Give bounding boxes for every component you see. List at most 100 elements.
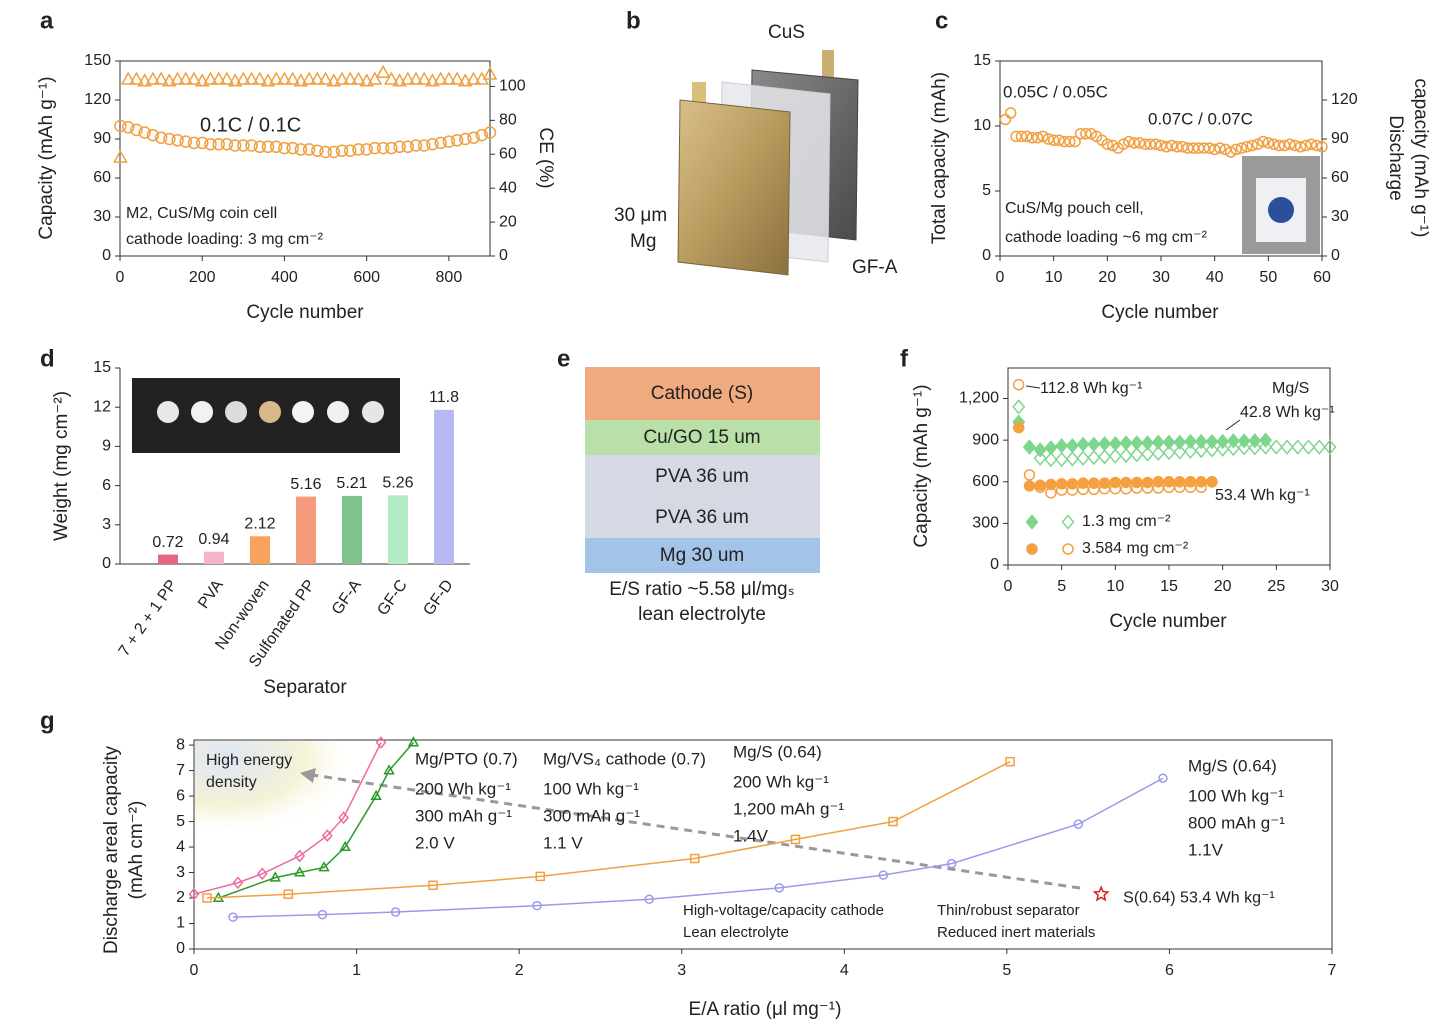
marker: [888, 816, 898, 827]
diagram-label: CuS: [768, 22, 805, 43]
arrow: [1025, 385, 1041, 389]
marker: [450, 134, 464, 147]
marker: [1065, 451, 1079, 467]
marker: [1031, 131, 1044, 144]
caption: E/S ratio ~5.58 μl/mgₛ: [609, 579, 794, 600]
marker: [1305, 138, 1318, 150]
marker: [195, 136, 209, 150]
y-tick-label: 60: [93, 169, 111, 186]
annotation: 0.1C / 0.1C: [200, 114, 301, 136]
marker: [1144, 138, 1157, 150]
annotation: cathode loading: 3 mg cm⁻²: [126, 231, 324, 248]
marker: [163, 132, 176, 146]
value-label: 0.72: [152, 534, 183, 551]
marker: [689, 853, 700, 864]
marker: [1044, 451, 1058, 468]
y-tick-label: 150: [84, 52, 111, 69]
marker: [268, 71, 284, 85]
marker: [1080, 128, 1092, 140]
marker: [302, 143, 316, 156]
series-line: [232, 777, 1164, 918]
marker: [232, 876, 244, 890]
plot-frame: [193, 739, 1333, 950]
y-axis-label: Capacity (mAh g⁻¹): [911, 384, 932, 547]
marker: [311, 144, 324, 157]
marker: [1235, 142, 1248, 154]
diagram-label: GF-A: [852, 257, 898, 278]
series-note: 100 Wh kg⁻¹: [1188, 786, 1284, 805]
y-tick-label: 2: [176, 889, 185, 906]
pouch-cell-drawing: [677, 50, 859, 276]
series-note: 200 Wh kg⁻¹: [415, 779, 511, 798]
marker: [321, 829, 333, 842]
x-tick-label: 10: [1045, 269, 1063, 286]
y-axis-label: (mAh cm⁻²): [126, 801, 147, 900]
marker: [385, 141, 398, 155]
y-tick-label: 1,200: [959, 390, 999, 407]
series-note: 1.4V: [733, 826, 769, 845]
marker: [1230, 143, 1242, 156]
marker: [393, 140, 406, 154]
layer-label: PVA 36 um: [655, 507, 749, 528]
series-line: [218, 742, 415, 899]
y-tick-label: 9: [102, 438, 111, 455]
y2-tick-label: 0: [1331, 247, 1340, 264]
marker: [318, 861, 330, 872]
series-name: Mg/PTO (0.7): [415, 749, 518, 768]
y-tick-label: 0: [176, 940, 185, 957]
y-tick-label: 8: [176, 736, 185, 753]
marker: [1259, 439, 1273, 455]
marker: [1119, 447, 1133, 464]
marker: [1291, 439, 1305, 455]
marker: [187, 136, 201, 150]
marker: [1012, 421, 1025, 434]
marker: [294, 143, 308, 156]
marker: [327, 145, 341, 159]
x-axis-label: E/A ratio (μl mg⁻¹): [689, 999, 842, 1020]
marker: [370, 789, 382, 801]
y-tick-label: 600: [972, 473, 999, 490]
marker: [1123, 135, 1135, 148]
marker: [1176, 141, 1189, 153]
marker: [1316, 141, 1328, 153]
marker: [1310, 139, 1323, 152]
marker: [878, 870, 889, 880]
y-axis-label: Discharge areal capacity: [101, 745, 122, 954]
marker: [162, 73, 177, 87]
value-label: 5.21: [336, 475, 367, 492]
marker: [1026, 131, 1038, 144]
value-label: 2.12: [244, 516, 275, 533]
marker: [130, 123, 143, 137]
marker: [1066, 484, 1079, 496]
legend-label: 1.3 mg cm⁻²: [1082, 513, 1171, 530]
marker: [286, 141, 299, 155]
marker: [1012, 399, 1026, 415]
marker: [204, 137, 217, 151]
series-note: 200 Wh kg⁻¹: [733, 772, 829, 791]
series-line: [193, 742, 382, 895]
marker: [1205, 442, 1219, 458]
marker: [1173, 444, 1187, 460]
arrow-head: [300, 768, 316, 783]
marker: [1323, 439, 1337, 455]
marker: [1273, 139, 1285, 152]
marker: [1248, 440, 1262, 456]
marker: [1021, 130, 1033, 143]
marker: [1131, 482, 1143, 494]
x-tick-label: 5: [1002, 962, 1011, 979]
star-point: [1092, 885, 1110, 902]
x-tick-label: 7: [1328, 962, 1337, 979]
marker: [1087, 449, 1101, 466]
x-tick-label: GF-D: [420, 577, 456, 619]
marker: [1280, 439, 1294, 455]
marker: [339, 840, 351, 851]
marker: [1162, 434, 1176, 450]
marker: [1206, 476, 1218, 488]
marker: [343, 144, 357, 157]
high-energy-zone: [195, 741, 345, 829]
marker: [219, 71, 235, 85]
bar: [250, 536, 270, 564]
marker: [294, 849, 306, 863]
x-tick-label: 0: [1004, 578, 1013, 595]
marker: [203, 71, 218, 85]
